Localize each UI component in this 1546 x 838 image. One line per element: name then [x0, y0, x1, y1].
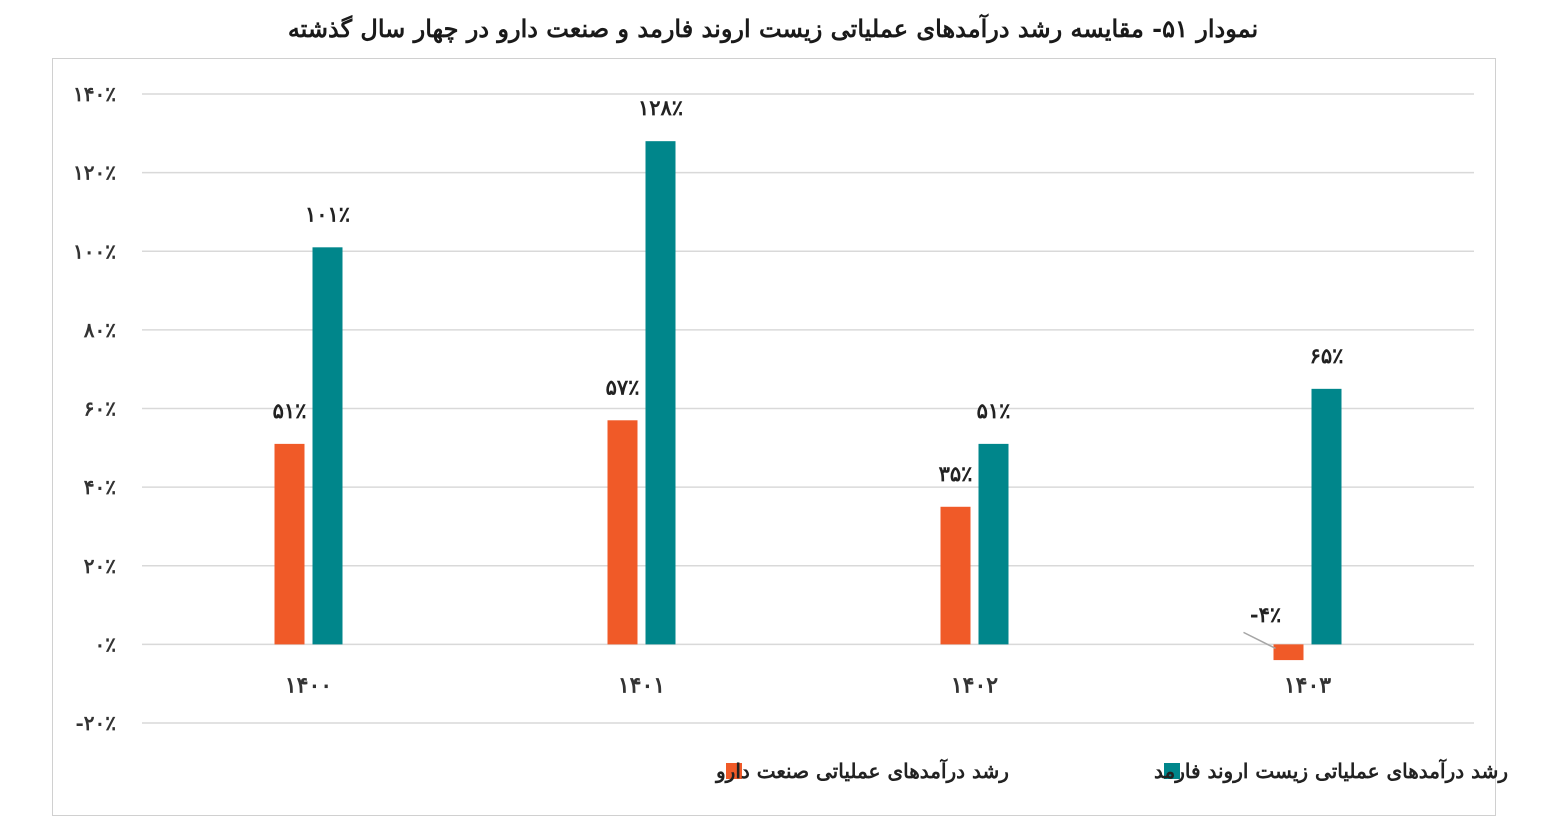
bar-zist-arvand [978, 443, 1009, 645]
legend-label: رشد درآمدهای عملیاتی صنعت دارو [714, 758, 1009, 784]
y-tick-label: ۱۴۰٪ [73, 82, 116, 106]
data-label: -۴٪ [1250, 602, 1281, 627]
bar-zist-arvand [312, 247, 343, 645]
bar-industry [607, 420, 638, 645]
y-tick-label: ۶۰٪ [84, 397, 116, 421]
data-label: ۶۵٪ [1310, 343, 1344, 368]
y-tick-label: -۲۰٪ [75, 711, 116, 735]
bar-industry [1273, 644, 1304, 661]
category-label: ۱۴۰۲ [951, 672, 998, 698]
leader-line [1243, 631, 1276, 650]
y-tick-label: ۴۰٪ [84, 475, 116, 499]
category-label: ۱۴۰۱ [618, 672, 665, 698]
bar-industry [940, 506, 971, 645]
chart-title: نمودار ۵۱- مقایسه رشد درآمدهای عملیاتی ز… [287, 14, 1259, 43]
y-tick-label: ۸۰٪ [83, 318, 116, 342]
bar-industry [274, 443, 305, 645]
data-label: ۱۲۸٪ [638, 95, 683, 120]
legend-label: رشد درآمدهای عملیاتی زیست اروند فارمد [1154, 758, 1508, 784]
bar-zist-arvand [645, 141, 676, 645]
y-tick-label: ۰٪ [95, 632, 117, 656]
y-tick-label: ۲۰٪ [84, 554, 116, 578]
y-tick-label: ۱۰۰٪ [73, 239, 116, 263]
legend-swatch [1164, 763, 1180, 779]
bar-zist-arvand [1311, 388, 1342, 645]
data-label: ۵۱٪ [273, 398, 307, 423]
legend-swatch [726, 763, 742, 779]
y-tick-label: ۱۲۰٪ [73, 161, 116, 185]
data-label: ۱۰۱٪ [305, 201, 350, 226]
category-label: ۱۴۰۳ [1284, 672, 1331, 698]
data-label: ۳۵٪ [939, 461, 973, 486]
data-label: ۵۱٪ [977, 398, 1011, 423]
data-label: ۵۷٪ [606, 374, 640, 399]
chart-frame [52, 58, 1496, 816]
category-label: ۱۴۰۰ [285, 672, 332, 698]
